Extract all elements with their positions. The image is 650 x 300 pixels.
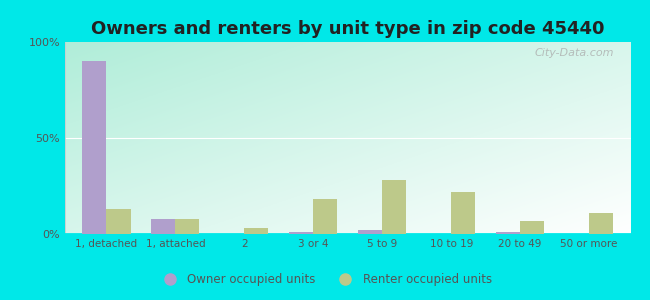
Bar: [589, 213, 613, 234]
Bar: [358, 230, 382, 234]
Bar: [83, 61, 107, 234]
Bar: [451, 192, 475, 234]
Bar: [151, 219, 176, 234]
Bar: [289, 232, 313, 234]
Title: Owners and renters by unit type in zip code 45440: Owners and renters by unit type in zip c…: [91, 20, 604, 38]
Bar: [520, 220, 544, 234]
Text: City-Data.com: City-Data.com: [534, 48, 614, 58]
Bar: [176, 219, 200, 234]
Bar: [313, 200, 337, 234]
Bar: [244, 228, 268, 234]
Bar: [107, 209, 131, 234]
Legend: Owner occupied units, Renter occupied units: Owner occupied units, Renter occupied un…: [153, 269, 497, 291]
Bar: [496, 232, 520, 234]
Bar: [382, 180, 406, 234]
